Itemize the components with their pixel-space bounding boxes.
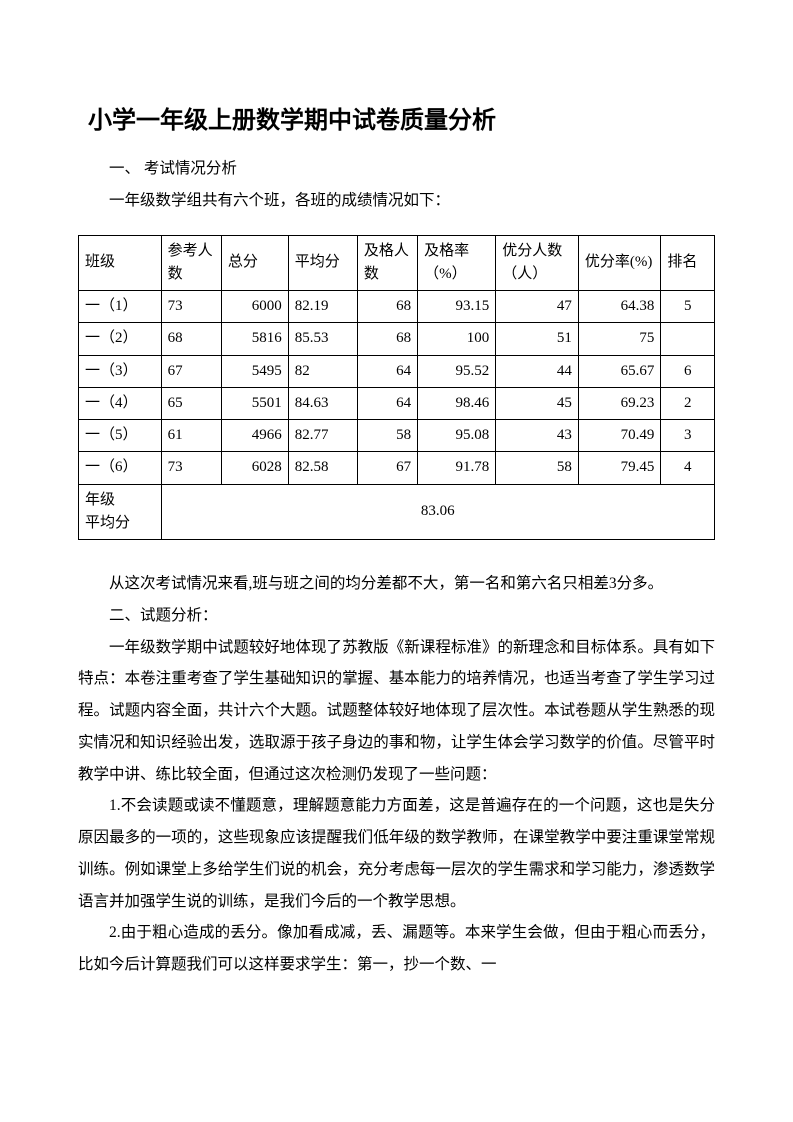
table-row: 一（5）61496682.775895.084370.493 xyxy=(79,420,715,452)
cell-rank: 5 xyxy=(661,291,715,323)
cell-avg: 82.58 xyxy=(288,452,357,484)
cell-avg: 82.77 xyxy=(288,420,357,452)
th-pass-count: 及格人数 xyxy=(357,235,417,291)
table-grade-avg-row: 年级 平均分 83.06 xyxy=(79,484,715,540)
cell-pass-rate: 100 xyxy=(418,323,496,355)
cell-exc-count: 43 xyxy=(496,420,579,452)
cell-class: 一（5） xyxy=(79,420,162,452)
paragraph-point1: 1.不会读题或读不懂题意，理解题意能力方面差，这是普遍存在的一个问题，这也是失分… xyxy=(78,790,715,917)
cell-pass-count: 58 xyxy=(357,420,417,452)
cell-attend: 67 xyxy=(161,355,221,387)
cell-rank: 4 xyxy=(661,452,715,484)
cell-exc-count: 47 xyxy=(496,291,579,323)
table-row: 一（3）675495826495.524465.676 xyxy=(79,355,715,387)
cell-class: 一（1） xyxy=(79,291,162,323)
cell-attend: 61 xyxy=(161,420,221,452)
cell-pass-count: 68 xyxy=(357,291,417,323)
cell-total: 6028 xyxy=(221,452,288,484)
cell-total: 6000 xyxy=(221,291,288,323)
cell-class: 一（3） xyxy=(79,355,162,387)
table-row: 一（6）73602882.586791.785879.454 xyxy=(79,452,715,484)
cell-exc-rate: 75 xyxy=(578,323,661,355)
cell-avg: 85.53 xyxy=(288,323,357,355)
cell-pass-count: 67 xyxy=(357,452,417,484)
cell-exc-rate: 70.49 xyxy=(578,420,661,452)
paragraph-analysis: 一年级数学期中试题较好地体现了苏教版《新课程标准》的新理念和目标体系。具有如下特… xyxy=(78,632,715,791)
cell-total: 5816 xyxy=(221,323,288,355)
cell-attend: 68 xyxy=(161,323,221,355)
cell-total: 4966 xyxy=(221,420,288,452)
cell-exc-count: 58 xyxy=(496,452,579,484)
th-exc-rate: 优分率(%) xyxy=(578,235,661,291)
paragraph-intro-diff: 从这次考试情况来看,班与班之间的均分差都不大，第一名和第六名只相差3分多。 xyxy=(78,568,715,600)
grade-avg-label: 年级 平均分 xyxy=(79,484,162,540)
cell-total: 5501 xyxy=(221,387,288,419)
cell-pass-rate: 93.15 xyxy=(418,291,496,323)
cell-rank: 2 xyxy=(661,387,715,419)
cell-pass-rate: 98.46 xyxy=(418,387,496,419)
table-row: 一（4）65550184.636498.464569.232 xyxy=(79,387,715,419)
cell-avg: 84.63 xyxy=(288,387,357,419)
section1-heading: 一、 考试情况分析 xyxy=(78,153,715,185)
cell-exc-rate: 65.67 xyxy=(578,355,661,387)
table-row: 一（1）73600082.196893.154764.385 xyxy=(79,291,715,323)
cell-rank xyxy=(661,323,715,355)
cell-pass-rate: 95.52 xyxy=(418,355,496,387)
table-row: 一（2）68581685.53681005175 xyxy=(79,323,715,355)
cell-exc-rate: 69.23 xyxy=(578,387,661,419)
table-header-row: 班级 参考人数 总分 平均分 及格人数 及格率（%） 优分人数（人） 优分率(%… xyxy=(79,235,715,291)
th-exc-count: 优分人数（人） xyxy=(496,235,579,291)
cell-attend: 73 xyxy=(161,452,221,484)
cell-pass-rate: 95.08 xyxy=(418,420,496,452)
cell-attend: 65 xyxy=(161,387,221,419)
th-pass-rate: 及格率（%） xyxy=(418,235,496,291)
score-table: 班级 参考人数 总分 平均分 及格人数 及格率（%） 优分人数（人） 优分率(%… xyxy=(78,235,715,541)
cell-attend: 73 xyxy=(161,291,221,323)
section2-heading: 二、试题分析： xyxy=(78,600,715,632)
document-page: 小学一年级上册数学期中试卷质量分析 一、 考试情况分析 一年级数学组共有六个班，… xyxy=(0,0,793,1122)
table-body: 一（1）73600082.196893.154764.385一（2）685816… xyxy=(79,291,715,485)
cell-rank: 6 xyxy=(661,355,715,387)
section1-intro: 一年级数学组共有六个班，各班的成绩情况如下： xyxy=(78,185,715,217)
cell-class: 一（6） xyxy=(79,452,162,484)
cell-rank: 3 xyxy=(661,420,715,452)
grade-avg-value: 83.06 xyxy=(161,484,714,540)
cell-class: 一（2） xyxy=(79,323,162,355)
th-rank: 排名 xyxy=(661,235,715,291)
cell-avg: 82 xyxy=(288,355,357,387)
th-attend: 参考人数 xyxy=(161,235,221,291)
cell-exc-count: 44 xyxy=(496,355,579,387)
th-total: 总分 xyxy=(221,235,288,291)
cell-pass-rate: 91.78 xyxy=(418,452,496,484)
cell-exc-rate: 79.45 xyxy=(578,452,661,484)
th-avg: 平均分 xyxy=(288,235,357,291)
page-title: 小学一年级上册数学期中试卷质量分析 xyxy=(88,100,715,135)
cell-pass-count: 64 xyxy=(357,387,417,419)
cell-exc-rate: 64.38 xyxy=(578,291,661,323)
th-class: 班级 xyxy=(79,235,162,291)
cell-class: 一（4） xyxy=(79,387,162,419)
cell-exc-count: 45 xyxy=(496,387,579,419)
cell-pass-count: 68 xyxy=(357,323,417,355)
cell-total: 5495 xyxy=(221,355,288,387)
cell-exc-count: 51 xyxy=(496,323,579,355)
cell-avg: 82.19 xyxy=(288,291,357,323)
cell-pass-count: 64 xyxy=(357,355,417,387)
paragraph-point2: 2.由于粗心造成的丢分。像加看成减，丢、漏题等。本来学生会做，但由于粗心而丢分，… xyxy=(78,917,715,981)
